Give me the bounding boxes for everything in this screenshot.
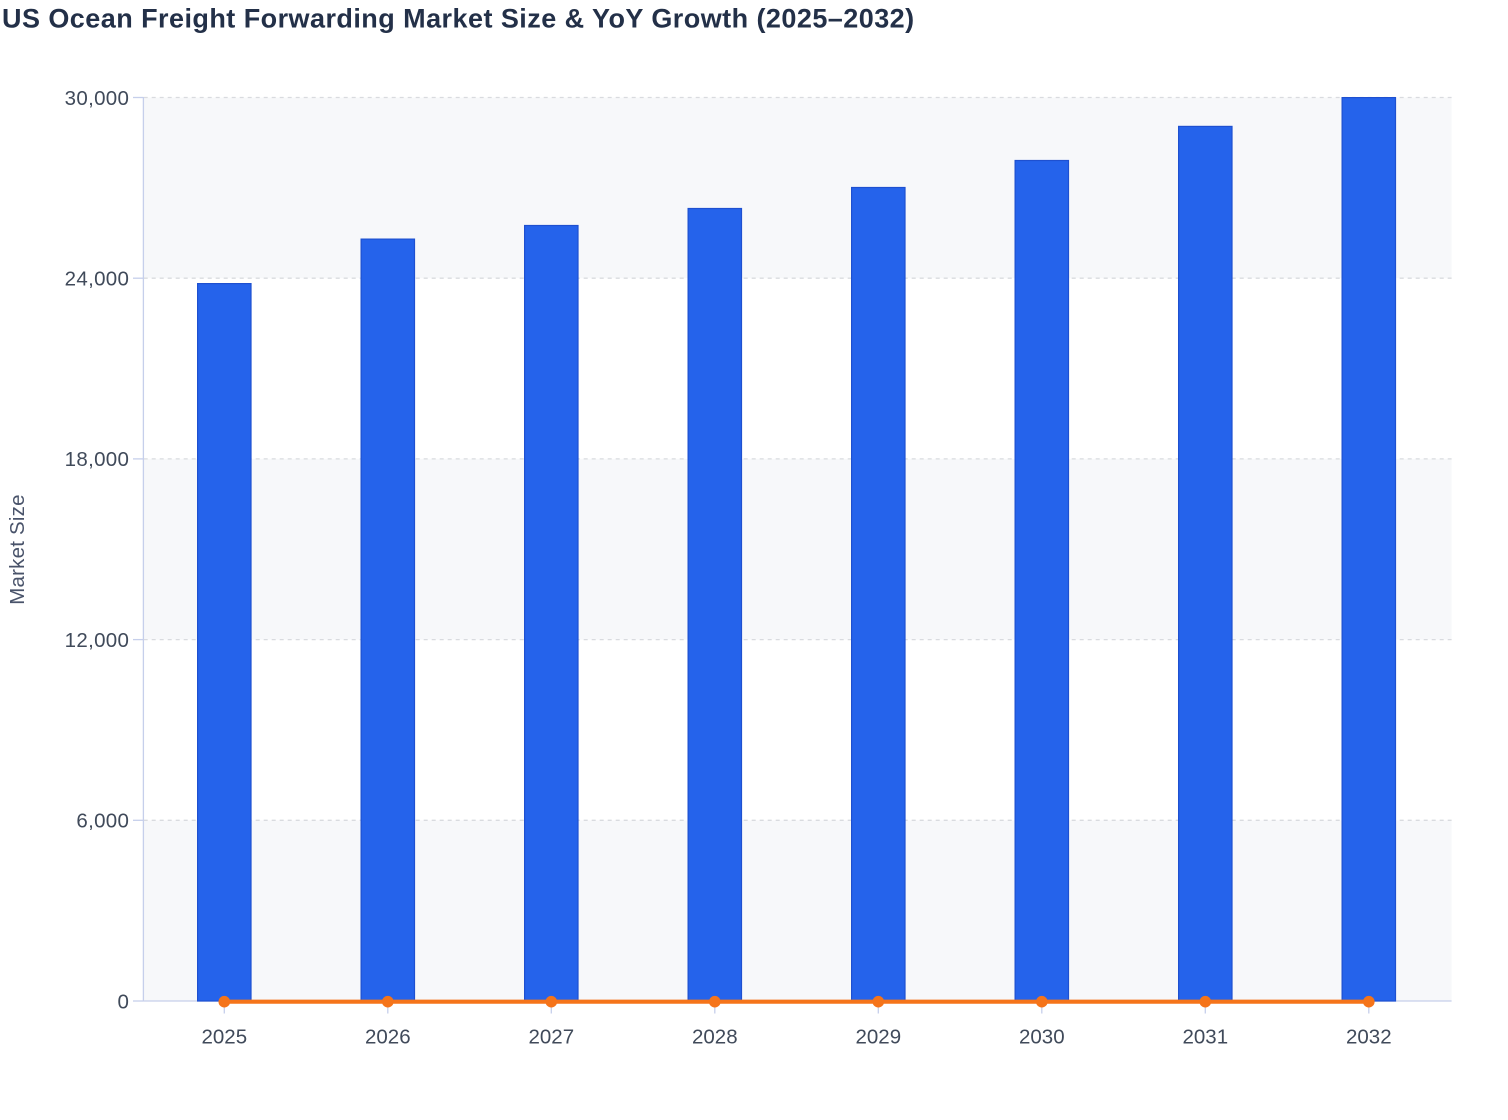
svg-text:6,000: 6,000 bbox=[76, 810, 129, 833]
svg-text:2031: 2031 bbox=[1182, 1026, 1228, 1049]
svg-text:30,000: 30,000 bbox=[65, 87, 130, 110]
svg-text:US Ocean Freight Forwarding Ma: US Ocean Freight Forwarding Market Size … bbox=[2, 4, 915, 34]
svg-text:0: 0 bbox=[117, 990, 129, 1013]
svg-text:2032: 2032 bbox=[1346, 1026, 1392, 1049]
svg-text:2027: 2027 bbox=[528, 1026, 574, 1049]
svg-text:2029: 2029 bbox=[855, 1026, 901, 1049]
svg-text:12,000: 12,000 bbox=[65, 629, 130, 652]
svg-text:2025: 2025 bbox=[201, 1026, 247, 1049]
svg-text:18,000: 18,000 bbox=[65, 448, 130, 471]
svg-text:2030: 2030 bbox=[1019, 1026, 1065, 1049]
svg-text:24,000: 24,000 bbox=[65, 268, 130, 291]
svg-text:Market Size: Market Size bbox=[6, 494, 29, 604]
svg-text:2028: 2028 bbox=[692, 1026, 738, 1049]
svg-text:2026: 2026 bbox=[365, 1026, 411, 1049]
